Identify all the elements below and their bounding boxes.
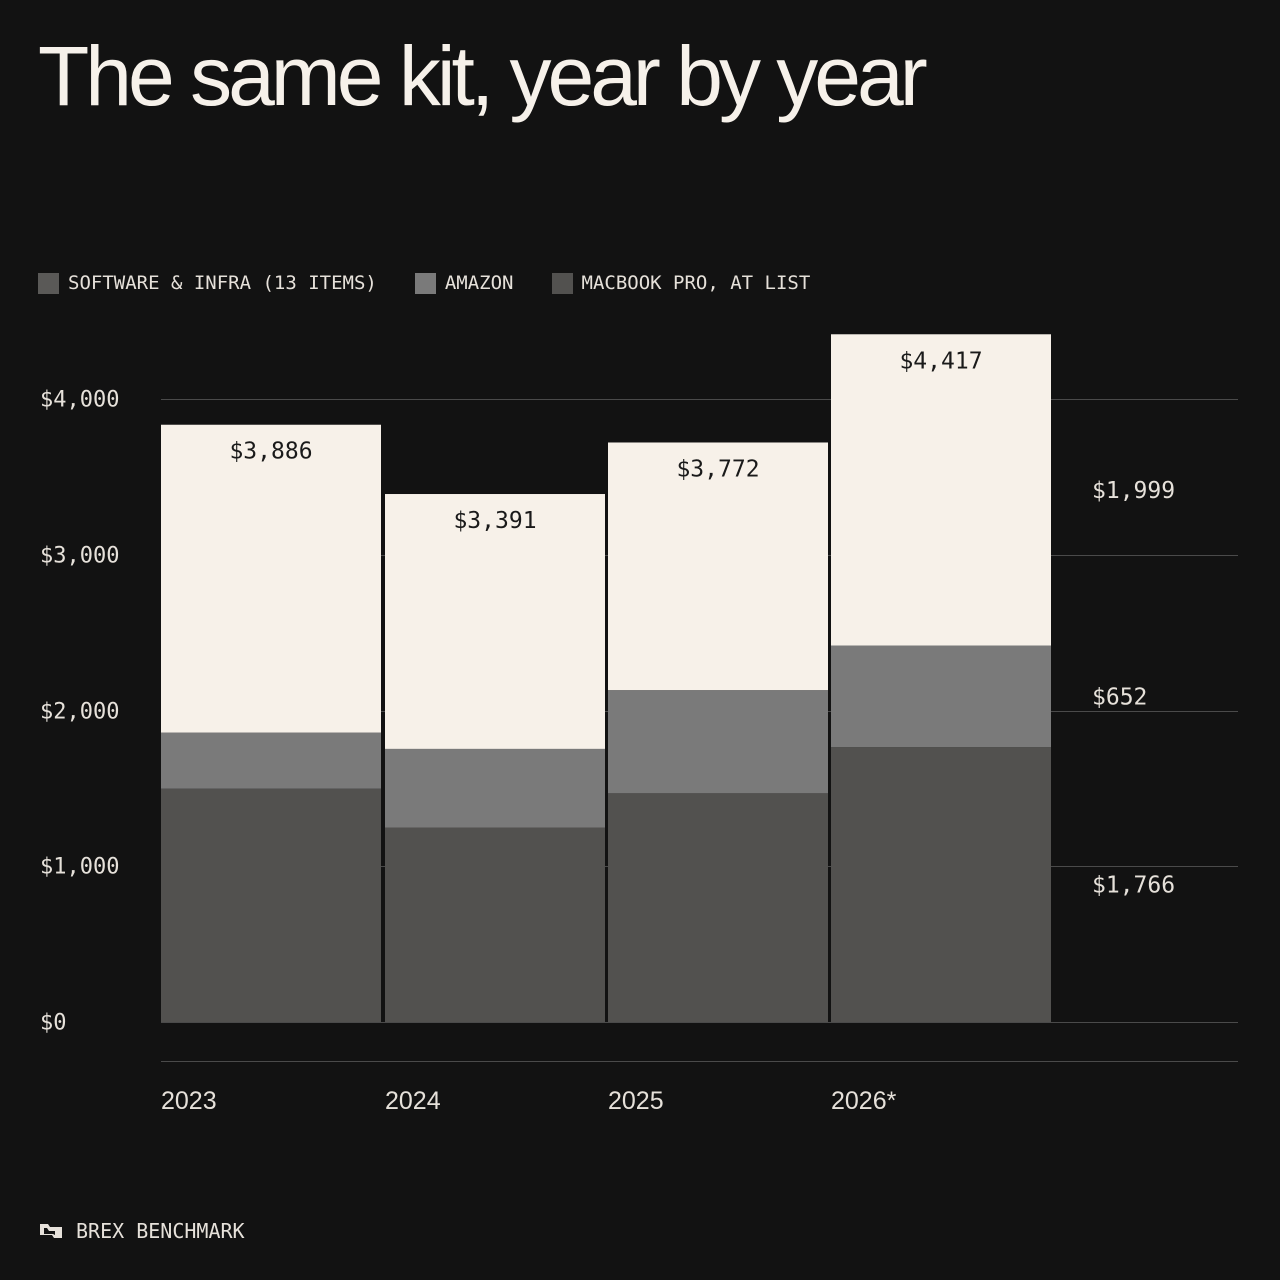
- bar-total-label: $3,886: [229, 439, 312, 465]
- y-tick-label: $4,000: [40, 388, 119, 413]
- x-tick-label: 2024: [385, 1087, 441, 1115]
- legend-label-software: SOFTWARE & INFRA (13 ITEMS): [68, 272, 377, 294]
- segment-side-label: $1,766: [1092, 873, 1175, 899]
- y-tick-label: $2,000: [40, 700, 119, 725]
- chart-legend: SOFTWARE & INFRA (13 ITEMS) AMAZON MACBO…: [38, 270, 848, 296]
- bar-segment-software: [385, 494, 605, 749]
- legend-item-software: SOFTWARE & INFRA (13 ITEMS): [38, 272, 377, 294]
- legend-item-amazon: AMAZON: [414, 272, 514, 294]
- bar-segment-software: [831, 334, 1051, 646]
- bar-segment-macbook: [608, 793, 828, 1022]
- chart-title: The same kit, year by year: [38, 29, 928, 123]
- y-tick-label: $1,000: [40, 855, 119, 880]
- brex-logo-icon: [40, 1224, 62, 1238]
- x-tick-label: 2025: [608, 1087, 664, 1115]
- bar-total-label: $3,391: [453, 508, 536, 534]
- legend-label-amazon: AMAZON: [444, 272, 514, 294]
- footer-brand: BREX BENCHMARK: [38, 1216, 245, 1246]
- bar-segment-macbook: [385, 827, 605, 1022]
- bar-segment-amazon: [831, 645, 1051, 748]
- y-tick-label: $3,000: [40, 544, 119, 569]
- legend-swatch-amazon: [414, 272, 436, 294]
- segment-side-label: $1,999: [1092, 478, 1175, 504]
- y-tick-label: $0: [40, 1011, 67, 1036]
- bar-segment-software: [161, 424, 381, 733]
- x-tick-label: 2026*: [831, 1087, 897, 1115]
- legend-label-macbook: MACBOOK PRO, AT LIST: [581, 272, 811, 294]
- legend-item-macbook: MACBOOK PRO, AT LIST: [551, 272, 811, 294]
- bar-segment-amazon: [161, 732, 381, 789]
- legend-swatch-macbook: [551, 272, 573, 294]
- x-tick-label: 2023: [161, 1087, 217, 1115]
- bar-segment-software: [608, 442, 828, 691]
- legend-swatch-software: [38, 272, 59, 294]
- bar-total-label: $4,417: [899, 348, 982, 374]
- bar-segment-macbook: [161, 788, 381, 1022]
- bar-segment-macbook: [831, 747, 1051, 1022]
- bar-segment-amazon: [608, 690, 828, 794]
- bar-segment-amazon: [385, 748, 605, 828]
- segment-side-label: $652: [1092, 684, 1147, 710]
- footer-brand-label: BREX BENCHMARK: [76, 1219, 245, 1243]
- bar-total-label: $3,772: [676, 456, 759, 482]
